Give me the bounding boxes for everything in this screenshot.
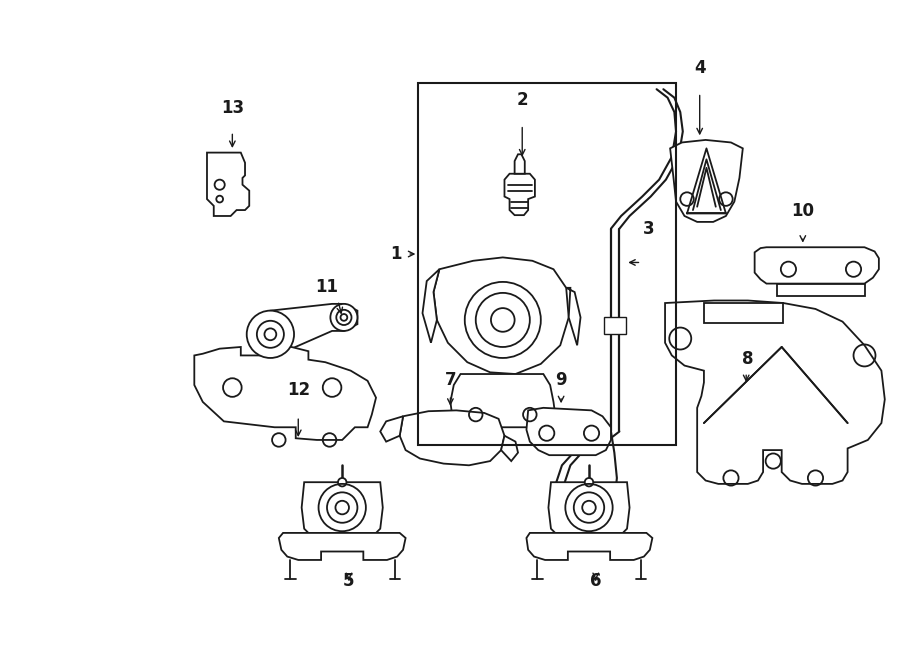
- Polygon shape: [505, 174, 535, 215]
- Polygon shape: [501, 436, 518, 461]
- Text: 7: 7: [445, 371, 456, 389]
- Text: 2: 2: [517, 91, 528, 108]
- Polygon shape: [754, 247, 879, 284]
- Text: 6: 6: [590, 572, 601, 590]
- Polygon shape: [670, 140, 742, 222]
- Circle shape: [247, 311, 294, 358]
- Circle shape: [464, 282, 541, 358]
- Polygon shape: [434, 257, 569, 374]
- Polygon shape: [515, 154, 525, 174]
- Polygon shape: [279, 533, 406, 560]
- Polygon shape: [548, 483, 630, 539]
- Polygon shape: [194, 347, 376, 440]
- Text: 12: 12: [287, 381, 310, 399]
- Text: 4: 4: [694, 59, 706, 77]
- Text: 10: 10: [791, 202, 814, 220]
- Circle shape: [338, 478, 346, 486]
- Text: 5: 5: [343, 572, 355, 590]
- Polygon shape: [207, 153, 249, 216]
- Polygon shape: [400, 410, 505, 465]
- Polygon shape: [302, 483, 382, 539]
- Text: 9: 9: [555, 371, 567, 389]
- Polygon shape: [422, 269, 439, 343]
- Text: 13: 13: [220, 99, 244, 117]
- Polygon shape: [380, 416, 403, 442]
- Polygon shape: [526, 408, 611, 455]
- Bar: [418, 83, 676, 445]
- Polygon shape: [604, 317, 626, 334]
- Text: 3: 3: [644, 219, 654, 238]
- Polygon shape: [270, 304, 357, 358]
- Circle shape: [330, 304, 357, 331]
- Text: 11: 11: [316, 278, 338, 296]
- Polygon shape: [566, 288, 580, 345]
- Polygon shape: [526, 533, 652, 560]
- Circle shape: [585, 478, 593, 486]
- Polygon shape: [778, 284, 865, 296]
- Text: 8: 8: [742, 350, 753, 368]
- Text: 1: 1: [390, 245, 401, 263]
- Polygon shape: [450, 374, 555, 427]
- Polygon shape: [704, 303, 783, 323]
- Polygon shape: [665, 301, 885, 484]
